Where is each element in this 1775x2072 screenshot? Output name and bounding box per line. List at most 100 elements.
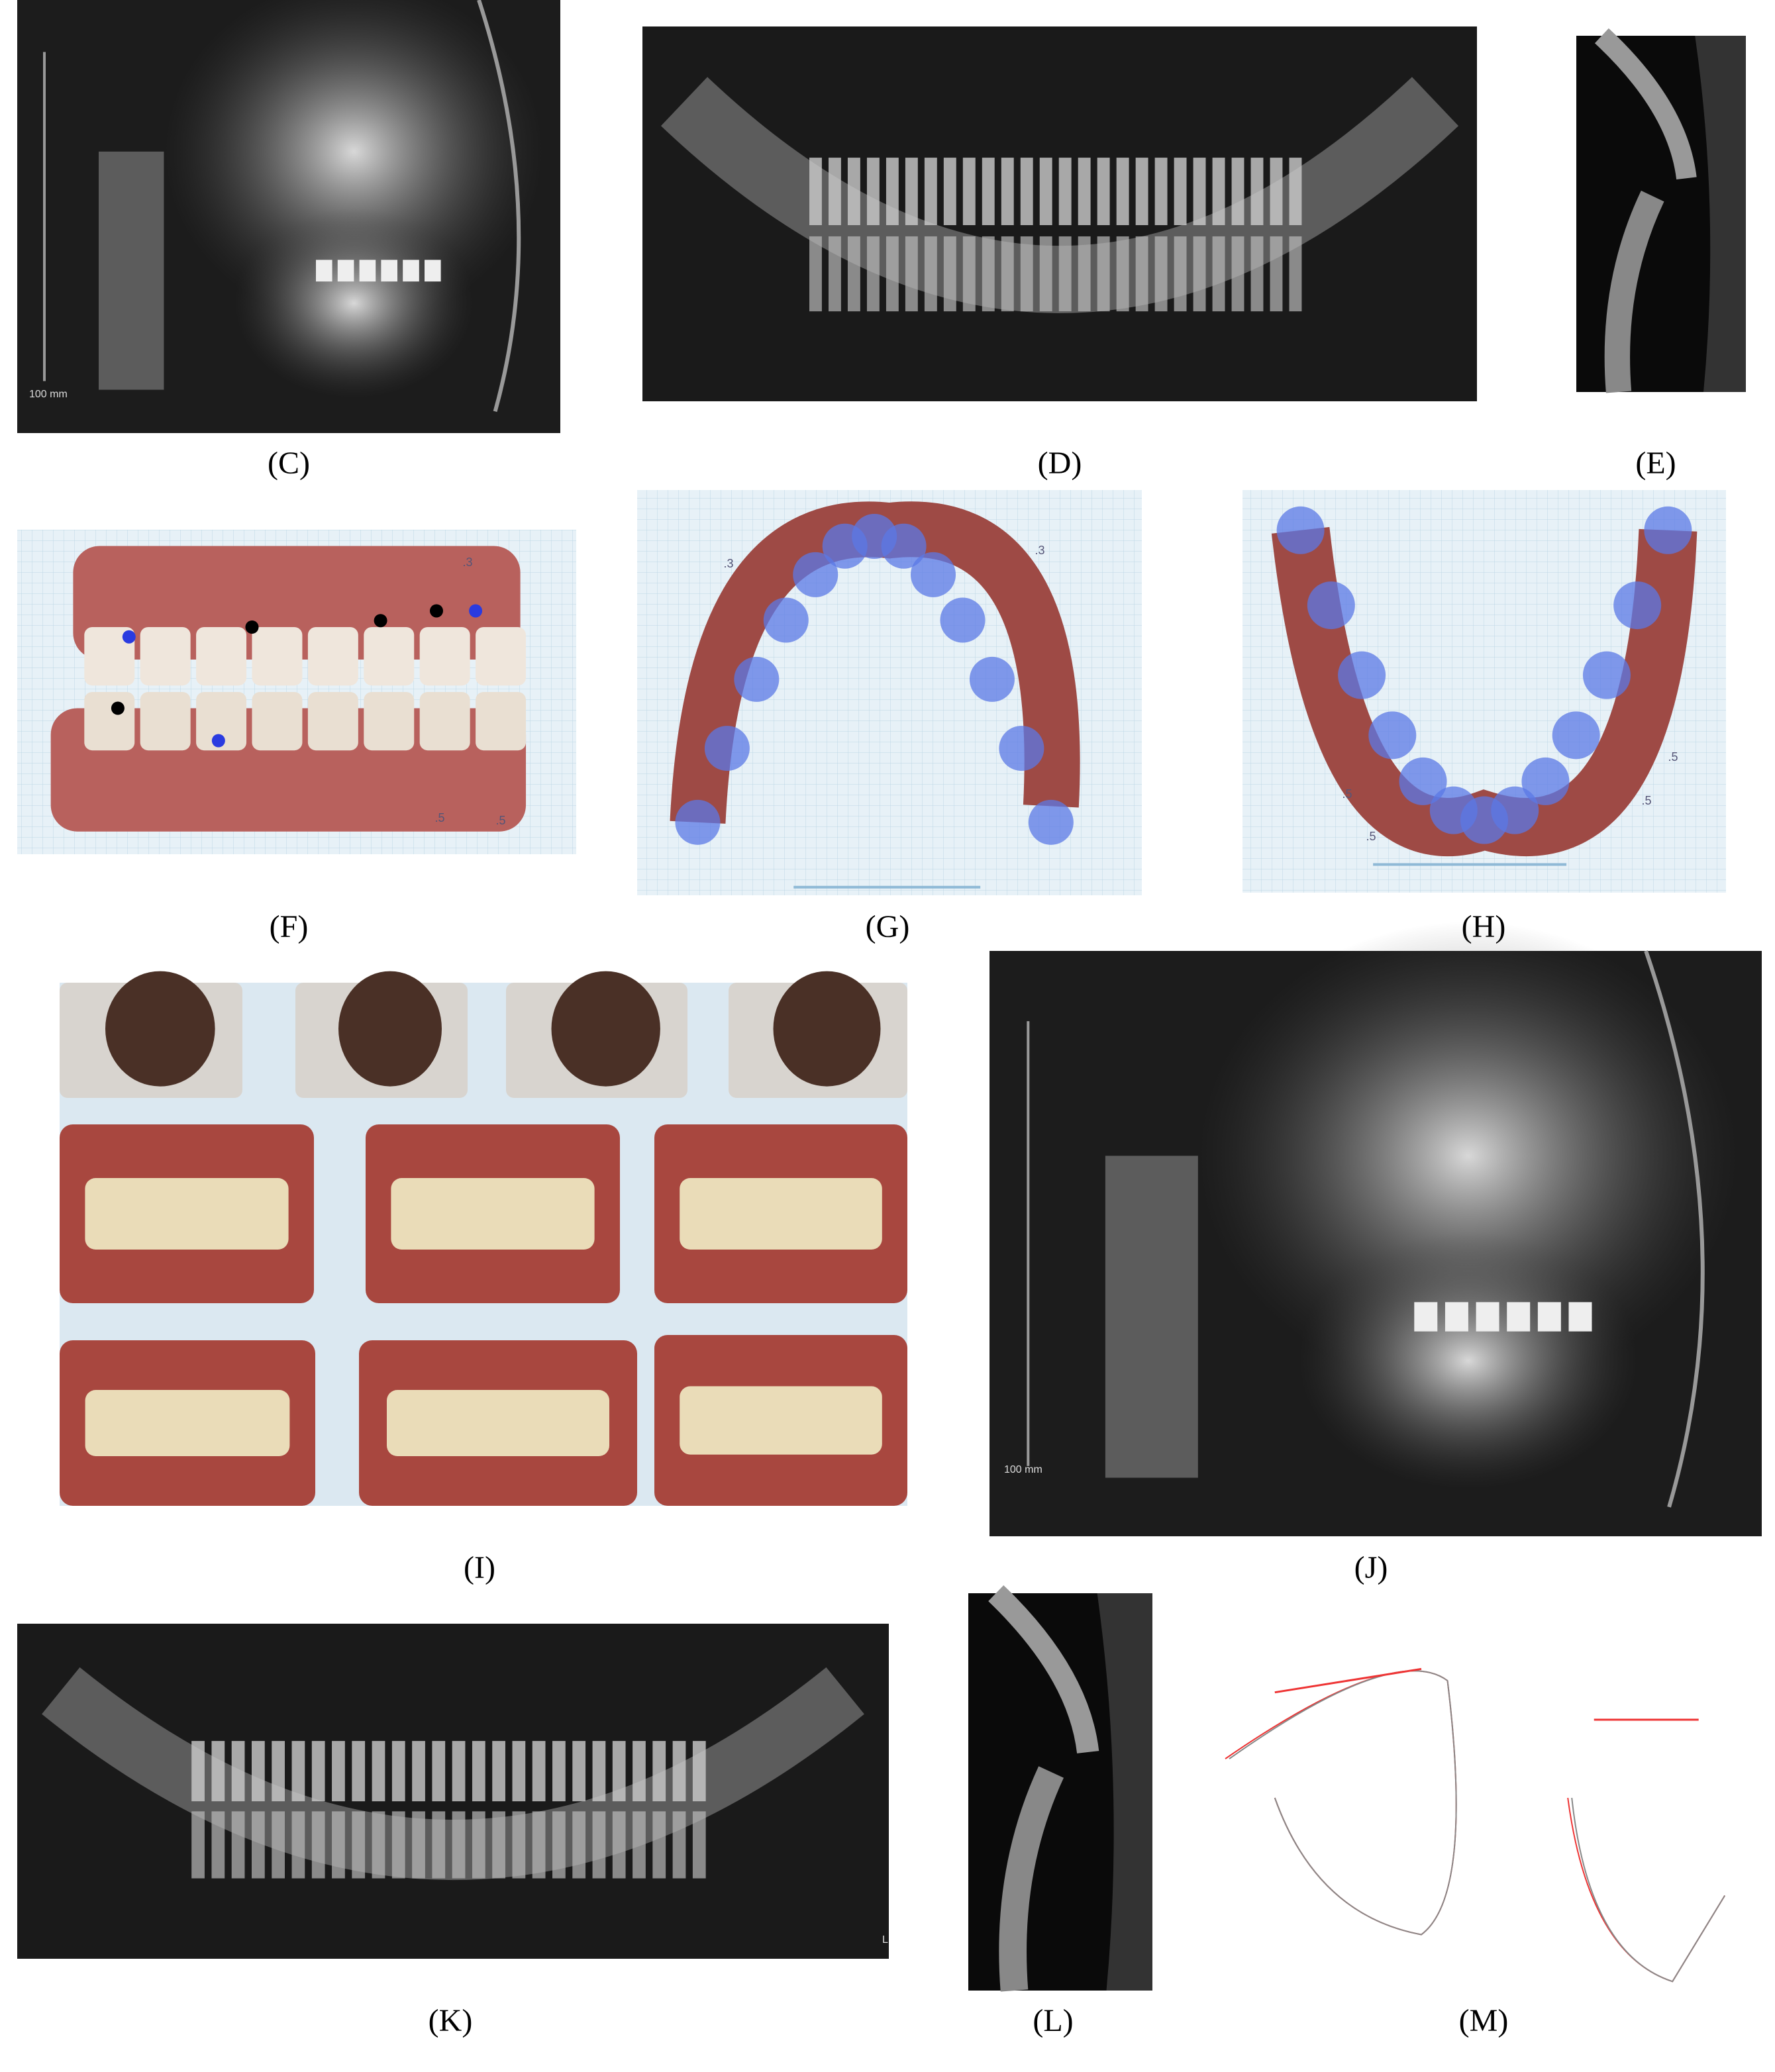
- tooth: [391, 1741, 405, 1802]
- tooth: [1174, 158, 1187, 225]
- lower-tooth: [84, 692, 135, 751]
- view-tag: .5: [495, 814, 505, 827]
- panel-label: (L): [1033, 2003, 1073, 2038]
- face: [105, 971, 215, 1087]
- tooth: [982, 158, 995, 225]
- tooth: [1399, 757, 1447, 805]
- tooth: [911, 552, 956, 597]
- tooth: [592, 1811, 606, 1879]
- panel: 100 mm: [989, 921, 1762, 1536]
- panel: [1212, 1603, 1735, 1993]
- teeth: [85, 1178, 289, 1250]
- lower-tooth: [252, 692, 303, 751]
- lower-tooth: [140, 692, 191, 751]
- tooth: [532, 1741, 546, 1802]
- tooth: [1307, 581, 1355, 630]
- tooth: [1058, 236, 1072, 312]
- tooth: [943, 236, 956, 312]
- tooth: [1445, 1302, 1468, 1332]
- tooth: [512, 1811, 526, 1879]
- tooth: [1116, 158, 1129, 225]
- tooth: [828, 158, 841, 225]
- tooth: [652, 1811, 666, 1879]
- upper-tooth: [252, 627, 303, 686]
- tooth: [1212, 236, 1225, 312]
- tooth: [1521, 757, 1570, 805]
- tooth: [763, 597, 809, 643]
- tooth: [1270, 236, 1283, 312]
- panel: [1576, 28, 1746, 393]
- tooth: [332, 1811, 345, 1879]
- view-tag: .5: [1668, 750, 1678, 764]
- tooth: [881, 523, 927, 569]
- tooth: [425, 260, 441, 282]
- view-tag: .3: [723, 557, 733, 570]
- tooth: [1338, 651, 1386, 699]
- face-profile: [1644, 950, 1705, 1508]
- upper-tooth: [307, 627, 358, 686]
- tooth: [924, 158, 937, 225]
- tooth: [1276, 506, 1325, 554]
- upper-tooth: [196, 627, 247, 686]
- tooth: [1078, 158, 1091, 225]
- view-tag: .5: [1641, 794, 1651, 807]
- maxilla: [988, 1585, 1099, 1754]
- tooth: [1154, 236, 1168, 312]
- panel-label: (G): [866, 909, 910, 944]
- tooth: [1582, 651, 1631, 699]
- tooth: [886, 236, 899, 312]
- maxilla: [1594, 28, 1697, 180]
- tooth: [612, 1811, 626, 1879]
- upper-tooth: [476, 627, 527, 686]
- marker: [469, 604, 483, 618]
- panel-label: (K): [429, 2003, 473, 2038]
- tooth: [886, 158, 899, 225]
- view-tag: .5: [1342, 787, 1352, 801]
- lower-tooth: [364, 692, 415, 751]
- tooth: [692, 1741, 706, 1802]
- tooth: [372, 1741, 385, 1802]
- teeth: [680, 1178, 882, 1250]
- tooth: [403, 260, 419, 282]
- cervical-spine: [1105, 1156, 1198, 1478]
- tooth: [1507, 1302, 1531, 1332]
- profile-trace: [1229, 1670, 1457, 1936]
- tooth: [1613, 581, 1662, 630]
- tooth: [1193, 236, 1206, 312]
- tooth: [866, 158, 880, 225]
- panel-label: (E): [1635, 446, 1676, 481]
- superimposition-trace: [1571, 1797, 1726, 1983]
- tooth: [940, 597, 986, 643]
- tooth: [1039, 158, 1052, 225]
- tooth: [905, 236, 918, 312]
- marker: [122, 630, 136, 644]
- tooth: [1135, 236, 1148, 312]
- marker: [374, 614, 387, 628]
- tooth: [1097, 158, 1110, 225]
- tooth: [1039, 236, 1052, 312]
- lower-tooth: [196, 692, 247, 751]
- tooth: [252, 1811, 265, 1879]
- tooth: [652, 1741, 666, 1802]
- tooth: [311, 1811, 325, 1879]
- tooth: [809, 236, 822, 312]
- tooth: [1020, 236, 1033, 312]
- tooth: [1552, 711, 1600, 760]
- tooth: [492, 1741, 505, 1802]
- tooth: [1568, 1302, 1592, 1332]
- teeth: [85, 1390, 290, 1456]
- view-tag: .5: [1366, 830, 1376, 843]
- tooth: [828, 236, 841, 312]
- tooth: [352, 1811, 366, 1879]
- tooth: [452, 1811, 466, 1879]
- tooth: [231, 1811, 245, 1879]
- mandible: [234, 207, 474, 399]
- tooth: [999, 726, 1044, 771]
- tooth: [962, 236, 976, 312]
- lower-tooth: [307, 692, 358, 751]
- tooth: [1020, 158, 1033, 225]
- trace-background: [1212, 1603, 1735, 1993]
- plane-line: [1274, 1667, 1422, 1694]
- tooth: [905, 158, 918, 225]
